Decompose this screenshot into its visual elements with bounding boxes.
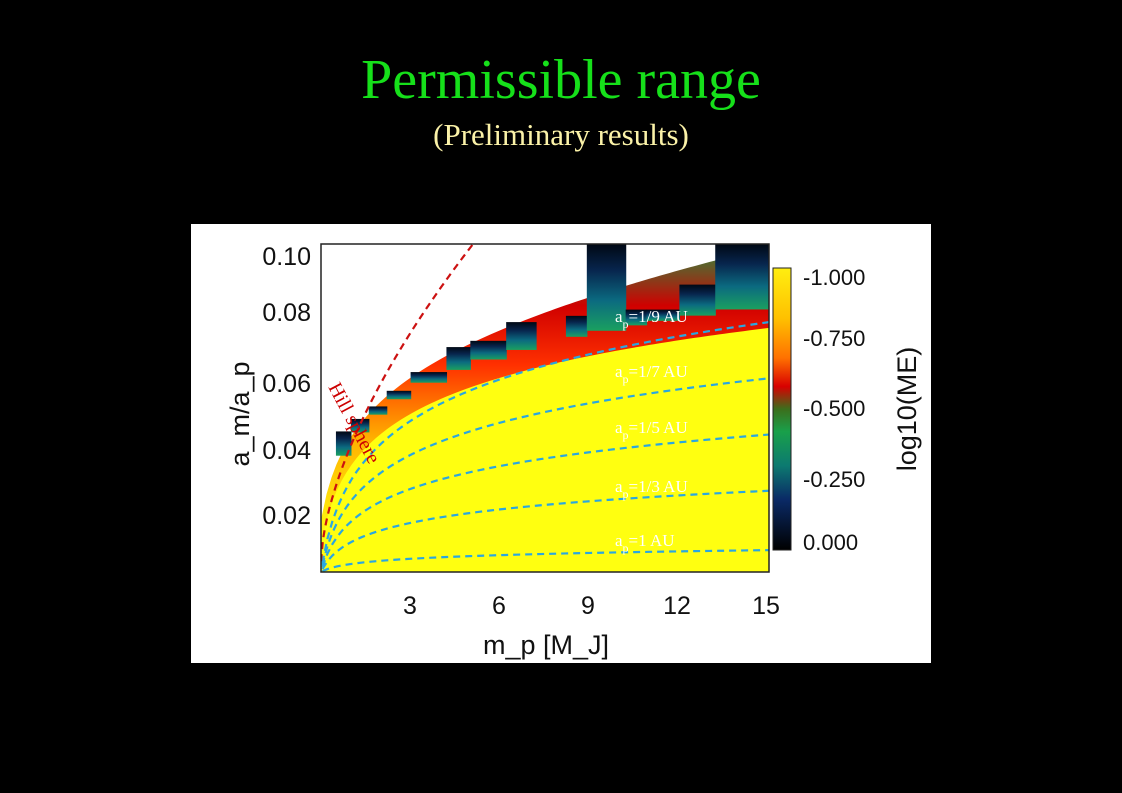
curve-label: ap=1 AU <box>615 531 675 555</box>
unstable-block <box>715 244 769 310</box>
unstable-block <box>446 347 471 370</box>
x-tick-label: 3 <box>403 592 417 620</box>
chart-figure: 0.10 0.08 0.06 0.04 0.02 3 6 9 12 15 m_p… <box>191 224 931 663</box>
unstable-block <box>625 309 648 326</box>
permissible-region <box>321 315 769 572</box>
unstable-block <box>386 390 412 400</box>
unstable-block <box>410 372 448 383</box>
slide-title: Permissible range <box>361 49 761 111</box>
curve-labels: ap=1/9 AU ap=1/7 AU ap=1/5 AU ap=1/3 AU ap=1… <box>615 307 688 555</box>
x-tick-label: 12 <box>663 592 691 620</box>
colorbar-tick-label: -0.750 <box>803 326 865 351</box>
ap-curve <box>321 321 769 563</box>
hill-sphere-curve <box>321 244 475 562</box>
unstable-block <box>679 284 716 316</box>
unstable-block <box>470 340 507 360</box>
unstable-block <box>565 315 588 337</box>
y-tick-label: 0.06 <box>262 370 311 398</box>
y-tick-label: 0.10 <box>262 243 311 271</box>
unstable-block <box>586 244 627 331</box>
slide-subtitle: (Preliminary results) <box>433 117 689 152</box>
y-tick-label: 0.02 <box>262 502 311 530</box>
curve-label: ap=1/5 AU <box>615 418 688 442</box>
y-tick-label: 0.08 <box>262 299 311 327</box>
ap-curve <box>322 549 769 572</box>
curve-label: ap=1/9 AU <box>615 307 688 331</box>
ap-curve <box>321 377 769 566</box>
colorbar-scale <box>772 267 792 551</box>
y-tick-label: 0.04 <box>262 437 311 465</box>
y-axis-label: a_m/a_p <box>225 361 255 466</box>
chart-svg: 0.10 0.08 0.06 0.04 0.02 3 6 9 12 15 m_p… <box>225 243 922 660</box>
colorbar: -1.000 -0.750 -0.500 -0.250 0.000 log10(… <box>772 265 922 555</box>
colorbar-label: log10(ME) <box>892 347 922 472</box>
x-tick-label: 15 <box>752 592 780 620</box>
unstable-block <box>335 431 352 456</box>
plot-area <box>321 244 769 572</box>
x-axis-label: m_p [M_J] <box>483 630 609 660</box>
colorbar-tick-label: -0.500 <box>803 396 865 421</box>
x-tick-label: 6 <box>492 592 506 620</box>
unstable-block <box>646 309 680 321</box>
unstable-block <box>506 322 537 350</box>
axes: 0.10 0.08 0.06 0.04 0.02 3 6 9 12 15 m_p… <box>225 243 780 660</box>
colorbar-tick-label: -1.000 <box>803 265 865 290</box>
colorbar-tick-label: 0.000 <box>803 530 858 555</box>
colorbar-tick-label: -0.250 <box>803 467 865 492</box>
curve-label: ap=1/7 AU <box>615 362 688 386</box>
unstable-block <box>368 406 388 415</box>
x-tick-label: 9 <box>581 592 595 620</box>
ap-curve <box>321 489 769 570</box>
ap-curve <box>321 433 769 568</box>
plot-frame <box>320 243 770 573</box>
curve-label: ap=1/3 AU <box>615 477 688 501</box>
unstable-block <box>350 418 370 433</box>
